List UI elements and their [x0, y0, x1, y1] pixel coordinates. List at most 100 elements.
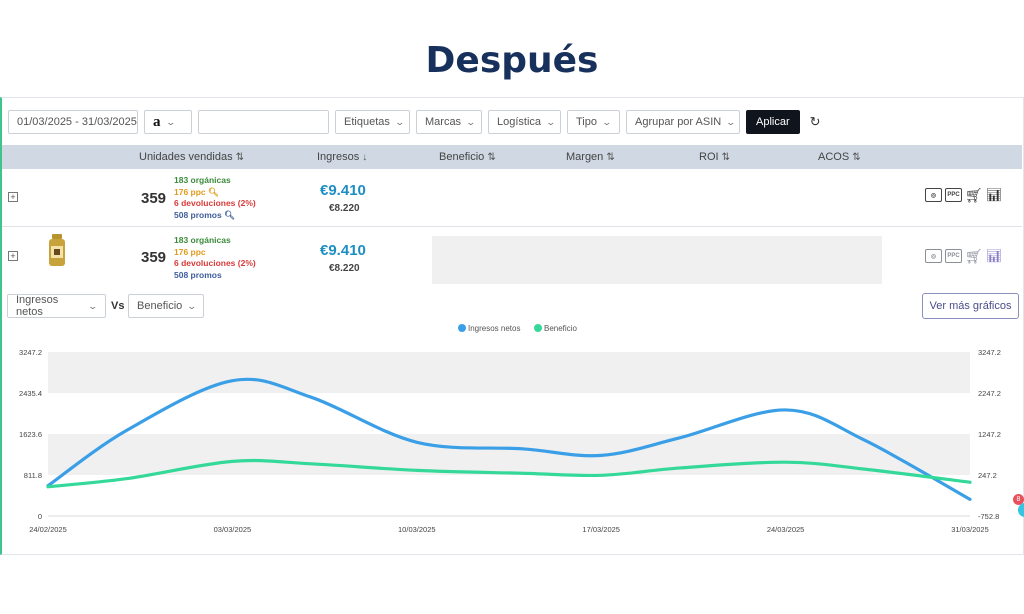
y-right-tick-label: 247.2: [978, 471, 997, 480]
y-right-tick-label: 2247.2: [978, 389, 1001, 398]
more-charts-button[interactable]: Ver más gráficos: [922, 293, 1019, 319]
y-left-tick-label: 2435.4: [19, 389, 42, 398]
y-right-tick-label: 1247.2: [978, 430, 1001, 439]
bar-chart-icon[interactable]: 📊︎: [985, 248, 1003, 263]
chevron-down-icon: ⌄: [394, 116, 405, 127]
metrics-area: [432, 236, 882, 284]
tags-dropdown[interactable]: Etiquetas ⌄: [335, 110, 410, 134]
expand-row-button[interactable]: +: [8, 192, 18, 202]
revenue-secondary: €8.220: [329, 263, 360, 274]
revenue-profit-chart: Ingresos netos Beneficio 0 811.8 1623.6 2435…: [19, 324, 1001, 534]
x-tick-label: 24/02/2025: [29, 525, 67, 534]
metric-a-select[interactable]: Ingresos netos ⌄: [7, 294, 106, 318]
x-tick-label: 24/03/2025: [767, 525, 805, 534]
ppc-icon[interactable]: PPC: [945, 188, 962, 202]
ppc-units: 176 ppc 🔍︎: [174, 186, 219, 197]
metrics-area: [432, 173, 882, 221]
logistics-dropdown[interactable]: Logística ⌄: [488, 110, 561, 134]
apply-button[interactable]: Aplicar: [746, 110, 800, 134]
column-header-acos[interactable]: ACOS ⇅: [818, 151, 861, 163]
chevron-down-icon: ⌄: [545, 116, 557, 127]
units-breakdown: 183 orgánicas 176 ppc 6 devoluciones (2%…: [174, 235, 256, 281]
search-analysis-icon[interactable]: ◎: [925, 188, 942, 202]
chevron-down-icon: ⌄: [164, 116, 176, 127]
x-tick-label: 17/03/2025: [582, 525, 620, 534]
cart-icon[interactable]: 🛒︎: [965, 187, 983, 203]
revenue-value: €9.410: [320, 242, 366, 259]
chevron-down-icon: ⌄: [465, 116, 477, 127]
marketplace-select[interactable]: a ⌄: [144, 110, 192, 134]
cart-icon[interactable]: 🛒︎: [965, 248, 983, 264]
search-input[interactable]: [198, 110, 329, 134]
notification-badge[interactable]: 8: [1013, 494, 1024, 505]
legend-label: Ingresos netos: [468, 324, 520, 333]
organic-units: 183 orgánicas: [174, 235, 231, 245]
column-header-revenue[interactable]: Ingresos ↓: [317, 151, 368, 163]
x-tick-label: 10/03/2025: [398, 525, 436, 534]
sort-icon: ⇅: [606, 152, 615, 163]
hero-title: Después: [425, 40, 599, 81]
amazon-logo-icon: a: [153, 113, 161, 130]
promo-units: 508 promos 🔍︎: [174, 209, 235, 220]
y-left-tick-label: 3247.2: [19, 348, 42, 357]
promo-units: 508 promos: [174, 269, 222, 280]
legend-marker: [534, 324, 542, 332]
legend-label: Beneficio: [544, 324, 577, 333]
sort-icon: ⇅: [721, 152, 731, 163]
units-sold: 359: [141, 249, 167, 266]
y-left-tick-label: 811.8: [24, 471, 42, 480]
y-left-tick-label: 1623.6: [19, 430, 42, 439]
table-row: + 359 183 orgánicas 176 ppc 6 devolucion…: [2, 228, 1022, 286]
table-header: Unidades vendidas ⇅ Ingresos ↓ Beneficio…: [2, 145, 1022, 169]
grid-band: [48, 393, 970, 434]
y-left-tick-label: 0: [38, 512, 42, 521]
column-header-units[interactable]: Unidades vendidas ⇅: [139, 151, 245, 163]
table-row: + 359 183 orgánicas 176 ppc 🔍︎ 6 devoluc…: [2, 169, 1022, 227]
chevron-down-icon: ⌄: [186, 300, 198, 311]
bar-chart-icon[interactable]: 📊︎: [985, 187, 1003, 202]
type-dropdown[interactable]: Tipo ⌄: [567, 110, 620, 134]
sort-icon: ⇅: [235, 152, 245, 163]
chevron-down-icon: ⌄: [725, 116, 737, 127]
column-header-profit[interactable]: Beneficio ⇅: [439, 151, 496, 163]
chevron-down-icon: ⌄: [601, 116, 613, 127]
y-right-tick-label: 3247.2: [978, 348, 1001, 357]
date-range-picker[interactable]: 01/03/2025 - 31/03/2025: [8, 110, 138, 134]
organic-units: 183 orgánicas: [174, 175, 231, 185]
returns-units: 6 devoluciones (2%): [174, 258, 256, 269]
legend-marker: [458, 324, 466, 332]
ppc-icon[interactable]: PPC: [945, 249, 962, 263]
column-header-margin[interactable]: Margen ⇅: [566, 151, 615, 163]
sort-icon: ⇅: [487, 152, 496, 163]
chevron-down-icon: ⌄: [87, 300, 99, 311]
product-image: [49, 234, 65, 266]
group-by-dropdown[interactable]: Agrupar por ASIN ⌄: [626, 110, 740, 134]
refresh-icon[interactable]: ↻: [809, 114, 821, 129]
units-breakdown: 183 orgánicas 176 ppc 🔍︎ 6 devoluciones …: [174, 175, 256, 221]
series-line-beneficio: [46, 458, 972, 489]
y-right-tick-label: -752.8: [978, 512, 999, 521]
magnifier-icon[interactable]: 🔍︎: [208, 186, 219, 197]
grid-band: [48, 475, 970, 516]
sort-icon: ⇅: [852, 152, 861, 163]
grid-band: [48, 434, 970, 475]
search-analysis-icon[interactable]: ◎: [925, 249, 942, 263]
chat-launcher-icon[interactable]: [1018, 503, 1024, 517]
x-tick-label: 31/03/2025: [951, 525, 989, 534]
column-header-roi[interactable]: ROI ⇅: [699, 151, 731, 163]
series-line-ingresos-netos: [46, 377, 972, 501]
vs-label: Vs: [111, 300, 125, 312]
x-tick-label: 03/03/2025: [214, 525, 252, 534]
revenue-value: €9.410: [320, 182, 366, 199]
returns-units: 6 devoluciones (2%): [174, 198, 256, 209]
metric-b-select[interactable]: Beneficio ⌄: [128, 294, 204, 318]
magnifier-icon[interactable]: 🔍︎: [224, 209, 235, 220]
units-sold: 359: [141, 190, 167, 207]
grid-band: [48, 352, 970, 393]
expand-row-button[interactable]: +: [8, 251, 18, 261]
row-actions: ◎ PPC 🛒︎ 📊︎: [925, 187, 1002, 203]
filter-bar: 01/03/2025 - 31/03/2025 a ⌄ Etiquetas ⌄ M…: [8, 110, 821, 134]
sort-desc-icon: ↓: [362, 152, 368, 163]
revenue-secondary: €8.220: [329, 203, 360, 214]
brands-dropdown[interactable]: Marcas ⌄: [416, 110, 482, 134]
